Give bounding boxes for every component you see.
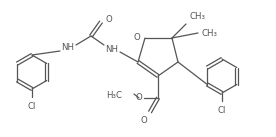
Text: O: O [135, 93, 142, 102]
Text: CH₃: CH₃ [189, 12, 205, 21]
Text: O: O [133, 32, 140, 42]
Text: CH₃: CH₃ [201, 29, 217, 38]
Text: NH: NH [62, 44, 75, 52]
Text: Cl: Cl [218, 106, 226, 115]
Text: Cl: Cl [28, 102, 36, 111]
Text: H₃C: H₃C [106, 91, 122, 99]
Text: NH: NH [105, 45, 118, 55]
Text: O: O [140, 116, 147, 125]
Text: O: O [105, 15, 112, 24]
